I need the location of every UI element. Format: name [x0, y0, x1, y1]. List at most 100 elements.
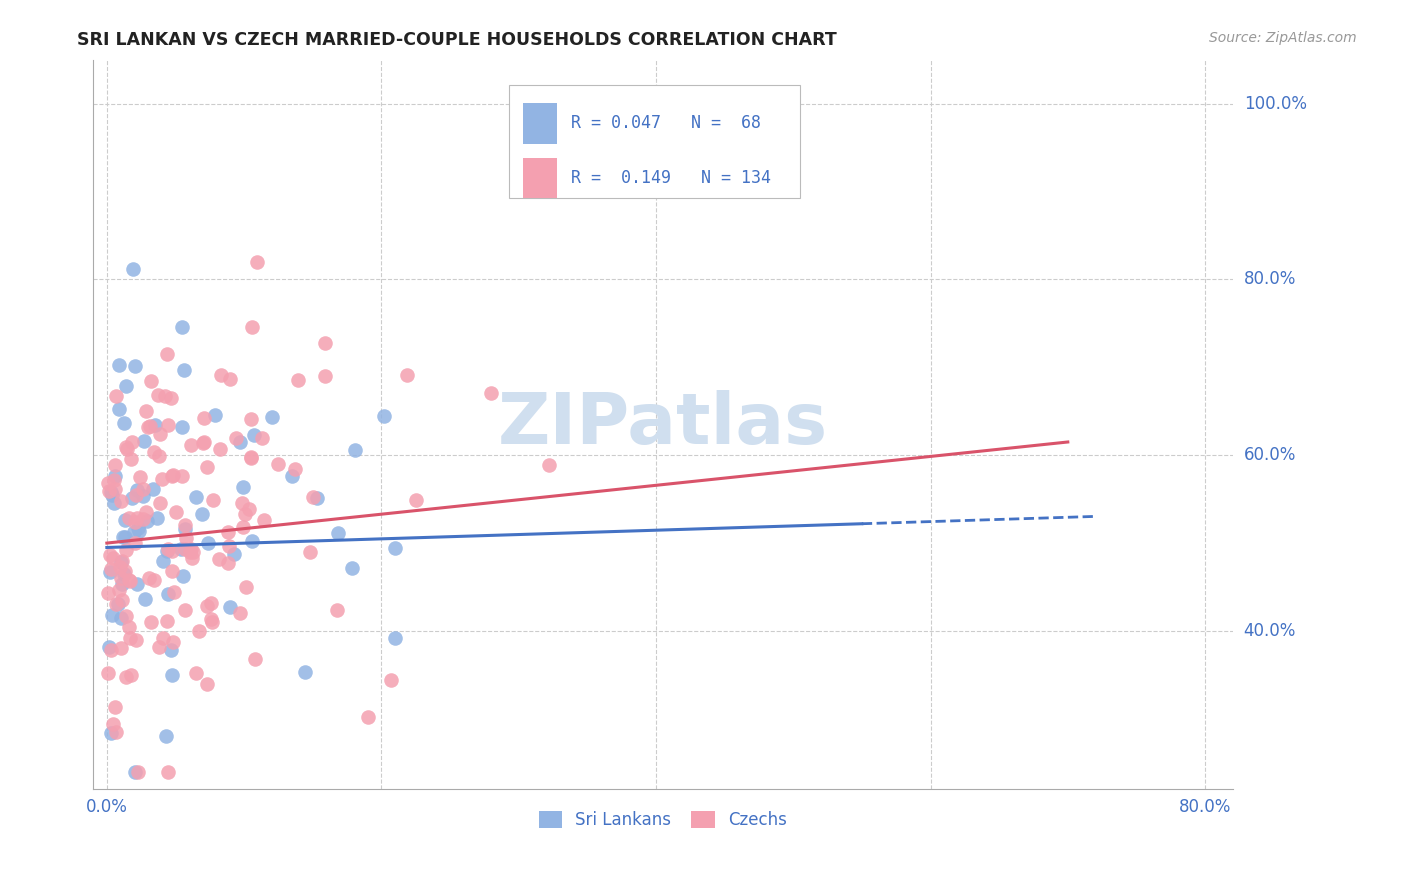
- Point: [132, 489, 155, 503]
- Point: [148, 388, 170, 402]
- Point: [122, 261, 145, 276]
- Point: [157, 542, 180, 557]
- Point: [127, 764, 149, 779]
- Point: [111, 554, 134, 568]
- Point: [155, 729, 177, 743]
- Point: [103, 473, 125, 487]
- Point: [172, 569, 194, 583]
- Point: [120, 574, 142, 589]
- Point: [115, 379, 138, 393]
- Point: [201, 615, 224, 630]
- Point: [139, 615, 162, 629]
- Point: [219, 371, 242, 385]
- Point: [149, 427, 172, 442]
- Point: [193, 436, 215, 450]
- Point: [103, 550, 125, 565]
- Point: [232, 519, 254, 533]
- Point: [98, 484, 121, 499]
- Point: [97, 666, 120, 681]
- Point: [180, 438, 202, 452]
- Point: [235, 580, 257, 594]
- Point: [124, 359, 146, 374]
- Point: [100, 485, 122, 500]
- Point: [231, 496, 253, 510]
- Point: [105, 598, 128, 612]
- Point: [217, 524, 239, 539]
- Point: [204, 408, 226, 422]
- Point: [174, 531, 197, 545]
- Point: [314, 368, 336, 383]
- Point: [110, 555, 132, 569]
- Point: [299, 545, 322, 559]
- Point: [245, 652, 267, 666]
- Point: [162, 467, 184, 482]
- Point: [138, 571, 160, 585]
- Point: [191, 507, 214, 521]
- Point: [170, 420, 193, 434]
- Point: [97, 476, 120, 491]
- Point: [135, 404, 157, 418]
- Point: [125, 511, 148, 525]
- Point: [152, 554, 174, 568]
- Point: [201, 492, 224, 507]
- Point: [229, 435, 252, 450]
- Text: R =  0.149   N = 134: R = 0.149 N = 134: [571, 169, 770, 187]
- Point: [160, 544, 183, 558]
- Point: [302, 490, 325, 504]
- Point: [110, 571, 132, 585]
- Text: SRI LANKAN VS CZECH MARRIED-COUPLE HOUSEHOLDS CORRELATION CHART: SRI LANKAN VS CZECH MARRIED-COUPLE HOUSE…: [77, 31, 837, 49]
- Point: [340, 560, 363, 574]
- Point: [142, 482, 165, 496]
- Point: [107, 583, 129, 598]
- Point: [481, 385, 503, 400]
- Point: [538, 458, 561, 473]
- Point: [134, 434, 156, 449]
- Point: [157, 587, 180, 601]
- Point: [121, 434, 143, 449]
- Point: [134, 592, 156, 607]
- Point: [125, 483, 148, 498]
- Point: [233, 507, 256, 521]
- Point: [107, 597, 129, 611]
- Point: [211, 368, 233, 383]
- Point: [124, 536, 146, 550]
- Point: [100, 642, 122, 657]
- Point: [118, 573, 141, 587]
- Point: [136, 515, 159, 529]
- Point: [114, 530, 136, 544]
- Point: [184, 666, 207, 681]
- Point: [181, 545, 204, 559]
- Point: [110, 494, 132, 508]
- Point: [193, 411, 215, 425]
- Point: [253, 513, 276, 527]
- Point: [157, 417, 180, 432]
- Point: [238, 501, 260, 516]
- Point: [124, 764, 146, 779]
- Point: [357, 710, 380, 724]
- Point: [122, 525, 145, 540]
- Point: [180, 542, 202, 557]
- Point: [384, 631, 406, 645]
- Point: [142, 445, 165, 459]
- Point: [305, 491, 328, 506]
- Point: [114, 512, 136, 526]
- Point: [373, 409, 395, 423]
- Point: [148, 450, 170, 464]
- Point: [262, 409, 284, 424]
- Point: [125, 577, 148, 591]
- Point: [110, 640, 132, 655]
- Point: [104, 482, 127, 496]
- Point: [108, 402, 131, 417]
- Point: [105, 725, 128, 739]
- Point: [343, 442, 366, 457]
- Point: [232, 480, 254, 494]
- Point: [380, 673, 402, 687]
- Point: [118, 620, 141, 634]
- Point: [152, 631, 174, 645]
- Point: [173, 362, 195, 376]
- Point: [281, 468, 304, 483]
- Point: [173, 603, 195, 617]
- Point: [110, 611, 132, 625]
- Point: [240, 534, 263, 549]
- Point: [162, 635, 184, 649]
